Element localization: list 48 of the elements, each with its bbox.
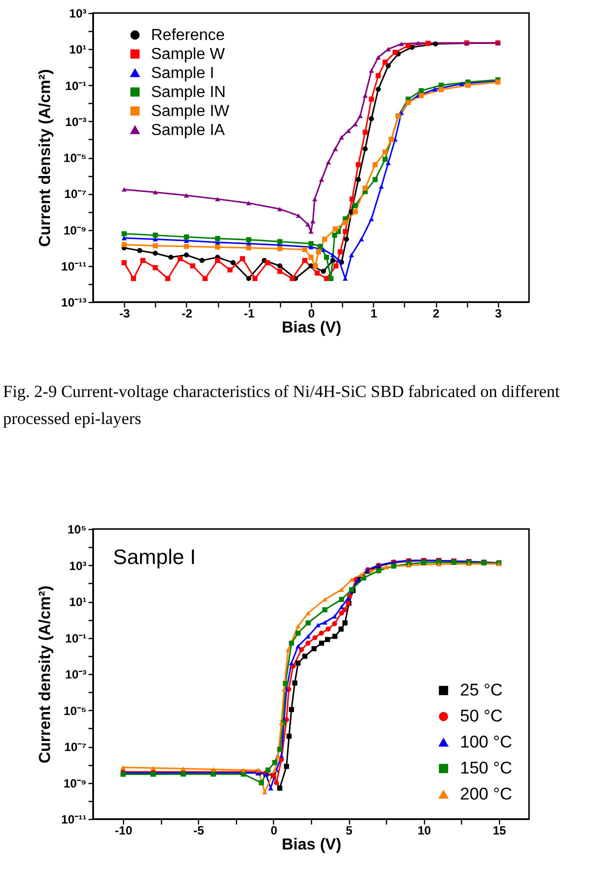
x-axis-title: Bias (V) xyxy=(282,320,342,336)
x-tick-label: 2 xyxy=(432,306,440,320)
x-tick-label: 1 xyxy=(370,306,378,320)
y-tick-label: 10⁻³ xyxy=(65,668,87,682)
legend-label: Reference xyxy=(151,27,225,44)
y-tick-label: 10³ xyxy=(69,6,87,20)
y-tick-label: 10³ xyxy=(69,558,87,573)
annotation: Sample I xyxy=(113,546,196,569)
x-tick-label: -5 xyxy=(193,824,204,838)
x-axis-title: Bias (V) xyxy=(282,836,342,854)
x-tick-label: -1 xyxy=(244,306,255,320)
x-tick-label: -3 xyxy=(119,306,130,320)
y-axis-title: Current density (A/cm²) xyxy=(37,69,54,247)
legend-label: 100 °C xyxy=(460,732,512,752)
legend-label: 150 °C xyxy=(460,758,512,778)
y-tick-label: 10⁻⁵ xyxy=(64,151,86,165)
y-tick-label: 10⁻⁹ xyxy=(63,776,86,790)
y-tick-label: 10⁻¹¹ xyxy=(61,259,86,274)
y-tick-label: 10⁻¹ xyxy=(65,631,87,646)
y-tick-label: 10⁻⁹ xyxy=(63,223,86,238)
x-tick-label: -10 xyxy=(114,824,133,838)
y-tick-label: 10⁻³ xyxy=(65,114,87,129)
legend-label: Sample IA xyxy=(151,122,226,139)
x-tick-label: 15 xyxy=(492,824,506,838)
legend-label: 25 °C xyxy=(460,680,503,700)
legend-label: Sample IW xyxy=(151,103,230,120)
legend-label: Sample IN xyxy=(151,84,226,101)
y-tick-label: 10¹ xyxy=(69,595,87,609)
caption: Fig. 2-9 Current-voltage characteristics of Ni/4H-SiC SBD fabricated on different processed epi-layers xyxy=(3,382,560,428)
legend-label: Sample I xyxy=(151,65,214,82)
y-tick-label: 10⁻¹ xyxy=(65,78,87,93)
y-tick-label: 10⁻⁷ xyxy=(64,740,87,754)
x-tick-label: 0 xyxy=(270,824,278,838)
y-tick-label: 10⁻¹³ xyxy=(61,296,86,310)
y-tick-label: 10⁻⁵ xyxy=(64,704,86,718)
legend-label: 50 °C xyxy=(460,706,503,726)
x-tick-label: 0 xyxy=(308,306,316,320)
legend-label: Sample W xyxy=(151,46,226,63)
x-tick-label: -2 xyxy=(182,306,193,320)
legend-label: 200 °C xyxy=(460,784,512,804)
y-tick-label: 10¹ xyxy=(69,42,87,57)
y-axis-title: Current density (A/cm²) xyxy=(37,586,54,764)
x-tick-label: 5 xyxy=(346,824,353,838)
x-tick-label: 3 xyxy=(495,306,502,320)
x-tick-label: 10 xyxy=(418,824,432,838)
y-tick-label: 10⁵ xyxy=(68,522,86,536)
y-tick-label: 10⁻¹¹ xyxy=(61,812,86,826)
y-tick-label: 10⁻⁷ xyxy=(64,187,87,202)
